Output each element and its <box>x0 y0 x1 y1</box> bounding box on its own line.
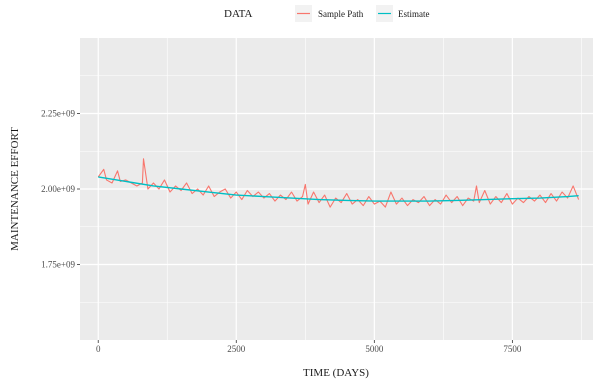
legend: DATA Sample Path Estimate <box>224 5 430 22</box>
legend-key-estimate <box>376 5 393 22</box>
legend-key-sample-path <box>295 5 312 22</box>
x-axis-title: TIME (DAYS) <box>303 367 369 379</box>
x-tick-label: 7500 <box>503 344 522 354</box>
y-tick-label: 2.25e+09 <box>41 109 75 119</box>
legend-label-sample-path: Sample Path <box>318 9 364 19</box>
x-tick-label: 5000 <box>365 344 384 354</box>
series-line-estimate <box>98 176 579 202</box>
series-layer <box>97 158 580 208</box>
x-tick-label: 0 <box>96 344 101 354</box>
legend-title: DATA <box>224 8 253 20</box>
legend-label-estimate: Estimate <box>398 9 430 19</box>
y-axis: 1.75e+09 2.00e+09 2.25e+09 <box>41 109 80 270</box>
y-axis-title: MAINTENANCE EFFORT <box>9 127 21 251</box>
y-tick-label: 1.75e+09 <box>41 260 75 270</box>
x-tick-label: 2500 <box>227 344 246 354</box>
y-tick-label: 2.00e+09 <box>41 184 75 194</box>
x-axis: 0 2500 5000 7500 <box>96 340 522 354</box>
series-line-sample-path <box>97 158 580 208</box>
grid-major <box>80 38 593 340</box>
